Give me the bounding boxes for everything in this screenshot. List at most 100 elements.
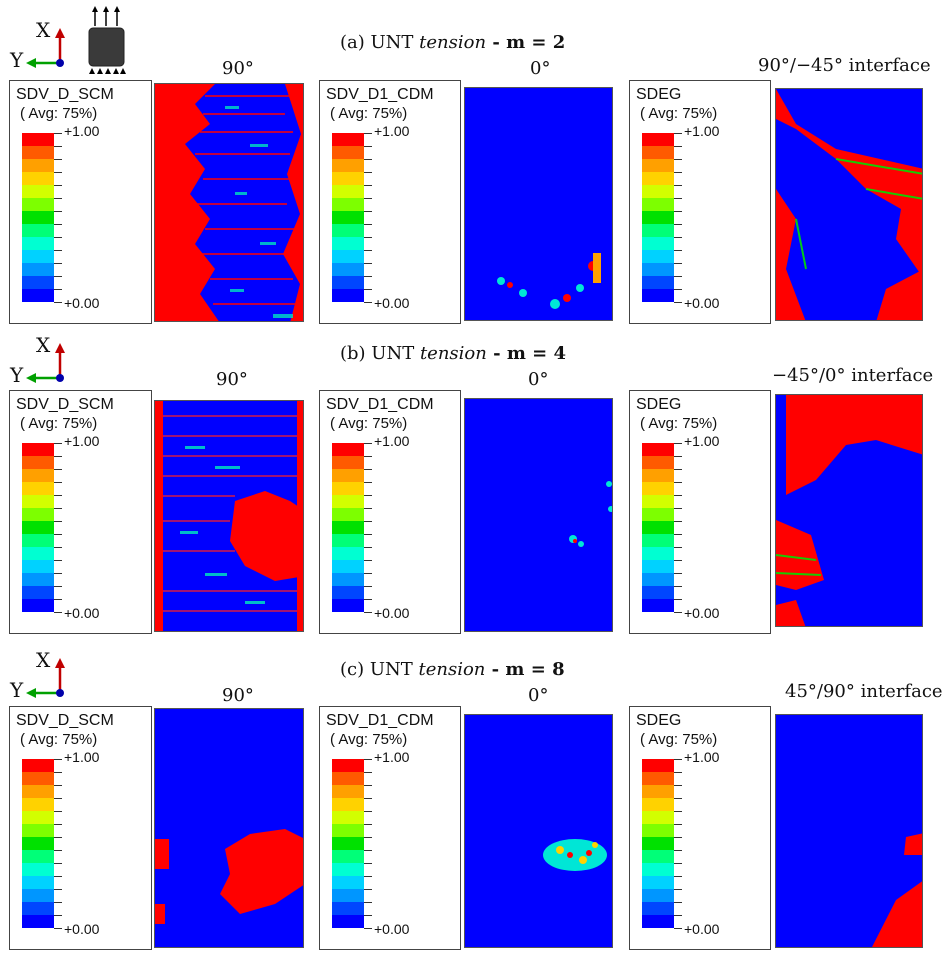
legend-c-90: SDV_D_SCM ( Avg: 75%) +1.00 +0.00 <box>9 706 152 950</box>
legend-tick <box>54 547 62 548</box>
col-title-a-90: 90° <box>222 58 254 79</box>
legend-tick <box>364 469 372 470</box>
legend-color-band <box>332 837 364 850</box>
legend-tick <box>674 289 682 290</box>
legend-tick <box>674 185 682 186</box>
legend-color-band <box>642 902 674 915</box>
legend-color-band <box>642 289 674 302</box>
legend-tick <box>54 198 62 199</box>
legend-tick <box>674 586 682 587</box>
legend-tick <box>364 521 372 522</box>
legend-color-band <box>22 785 54 798</box>
legend-tick <box>364 133 372 134</box>
legend-color-band <box>642 276 674 289</box>
legend-tick <box>674 876 682 877</box>
legend-color-band <box>332 772 364 785</box>
legend-tick <box>674 850 682 851</box>
legend-color-band <box>332 508 364 521</box>
legend-tick <box>54 798 62 799</box>
legend-tick <box>364 811 372 812</box>
legend-color-band <box>22 824 54 837</box>
legend-tick <box>54 276 62 277</box>
legend-color-band <box>22 224 54 237</box>
legend-color-band <box>22 759 54 772</box>
legend-tick <box>674 302 682 303</box>
legend-average-note: ( Avg: 75%) <box>20 415 98 432</box>
legend-min-value: +0.00 <box>374 921 410 937</box>
legend-tick <box>364 263 372 264</box>
legend-min-value: +0.00 <box>374 295 410 311</box>
legend-color-band <box>642 508 674 521</box>
legend-tick <box>674 469 682 470</box>
legend-tick <box>364 508 372 509</box>
y-axis-letter-a: Y <box>10 48 24 72</box>
legend-tick <box>364 915 372 916</box>
legend-color-bar <box>332 133 364 302</box>
legend-color-band <box>332 798 364 811</box>
legend-color-band <box>642 785 674 798</box>
legend-color-band <box>22 837 54 850</box>
legend-a-90: SDV_D_SCM ( Avg: 75%) +1.00 +0.00 <box>9 80 152 324</box>
legend-tick <box>364 172 372 173</box>
legend-color-band <box>642 837 674 850</box>
legend-tick <box>364 560 372 561</box>
legend-tick <box>54 263 62 264</box>
contour-c-0 <box>464 714 613 948</box>
legend-color-band <box>22 482 54 495</box>
axes-arrows-icon <box>26 343 65 383</box>
legend-max-value: +1.00 <box>684 749 720 765</box>
legend-tick <box>674 759 682 760</box>
legend-tick <box>674 772 682 773</box>
legend-tick <box>364 573 372 574</box>
legend-tick <box>364 443 372 444</box>
x-axis-letter-c: X <box>36 648 51 672</box>
legend-tick <box>54 612 62 613</box>
legend-color-band <box>22 159 54 172</box>
legend-color-band <box>332 211 364 224</box>
legend-tick <box>54 850 62 851</box>
row-title-c: (c) UNT tension - m = 8 <box>340 659 565 680</box>
row-title-b: (b) UNT tension - m = 4 <box>340 343 567 364</box>
legend-tick <box>54 172 62 173</box>
legend-tick <box>674 276 682 277</box>
legend-color-band <box>642 876 674 889</box>
x-axis-letter-a: X <box>36 18 51 42</box>
legend-tick <box>674 837 682 838</box>
legend-tick <box>364 928 372 929</box>
legend-color-band <box>22 250 54 263</box>
legend-tick <box>54 902 62 903</box>
legend-tick <box>674 599 682 600</box>
contour-a-0 <box>464 87 613 321</box>
legend-tick <box>54 928 62 929</box>
legend-tick <box>674 198 682 199</box>
legend-color-band <box>642 469 674 482</box>
legend-color-band <box>642 811 674 824</box>
contour-c-90 <box>154 708 304 948</box>
col-title-c-interface: 45°/90° interface <box>785 681 943 702</box>
legend-color-band <box>332 785 364 798</box>
legend-tick <box>54 837 62 838</box>
legend-min-value: +0.00 <box>374 605 410 621</box>
legend-tick <box>54 560 62 561</box>
legend-variable-name: SDV_D1_CDM <box>326 86 434 103</box>
col-title-b-interface: −45°/0° interface <box>772 365 934 386</box>
legend-tick <box>674 785 682 786</box>
legend-color-band <box>22 172 54 185</box>
legend-color-band <box>332 599 364 612</box>
legend-tick <box>674 863 682 864</box>
axes-arrows-icon <box>26 658 65 698</box>
legend-variable-name: SDV_D_SCM <box>16 86 114 103</box>
legend-color-band <box>22 198 54 211</box>
legend-color-band <box>332 224 364 237</box>
legend-c-interface: SDEG ( Avg: 75%) +1.00 +0.00 <box>629 706 771 950</box>
legend-tick <box>674 824 682 825</box>
legend-tick <box>364 159 372 160</box>
legend-color-band <box>642 172 674 185</box>
legend-tick <box>54 146 62 147</box>
legend-tick <box>674 573 682 574</box>
legend-color-band <box>22 811 54 824</box>
legend-color-band <box>642 759 674 772</box>
legend-color-band <box>22 876 54 889</box>
legend-variable-name: SDEG <box>636 396 682 413</box>
y-axis-letter-c: Y <box>10 678 24 702</box>
